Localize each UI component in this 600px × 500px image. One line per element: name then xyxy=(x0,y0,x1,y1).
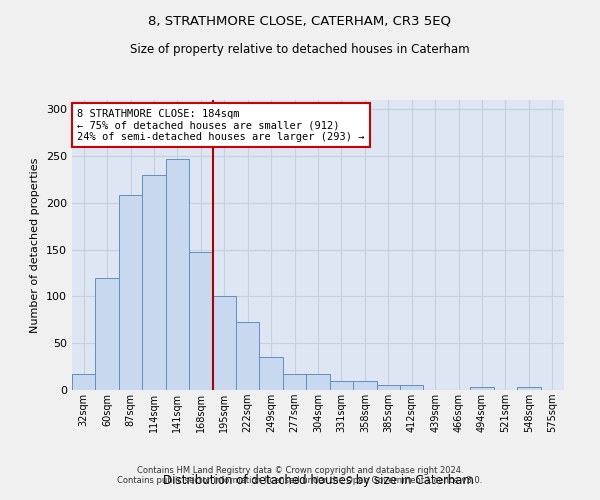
Bar xyxy=(119,196,142,390)
Text: 8 STRATHMORE CLOSE: 184sqm
← 75% of detached houses are smaller (912)
24% of sem: 8 STRATHMORE CLOSE: 184sqm ← 75% of deta… xyxy=(77,108,364,142)
Bar xyxy=(95,278,119,390)
Bar xyxy=(400,386,424,390)
Bar xyxy=(517,387,541,390)
Bar xyxy=(142,175,166,390)
Bar xyxy=(166,159,189,390)
Bar xyxy=(353,380,377,390)
Bar xyxy=(259,358,283,390)
Text: Size of property relative to detached houses in Caterham: Size of property relative to detached ho… xyxy=(130,42,470,56)
Y-axis label: Number of detached properties: Number of detached properties xyxy=(31,158,40,332)
Bar xyxy=(377,386,400,390)
Bar xyxy=(72,374,95,390)
Text: Contains HM Land Registry data © Crown copyright and database right 2024.
Contai: Contains HM Land Registry data © Crown c… xyxy=(118,466,482,485)
Bar xyxy=(470,387,494,390)
Bar xyxy=(189,252,212,390)
Bar xyxy=(306,374,330,390)
X-axis label: Distribution of detached houses by size in Caterham: Distribution of detached houses by size … xyxy=(163,474,473,487)
Text: 8, STRATHMORE CLOSE, CATERHAM, CR3 5EQ: 8, STRATHMORE CLOSE, CATERHAM, CR3 5EQ xyxy=(149,15,452,28)
Bar xyxy=(283,374,306,390)
Bar xyxy=(236,322,259,390)
Bar xyxy=(212,296,236,390)
Bar xyxy=(330,380,353,390)
